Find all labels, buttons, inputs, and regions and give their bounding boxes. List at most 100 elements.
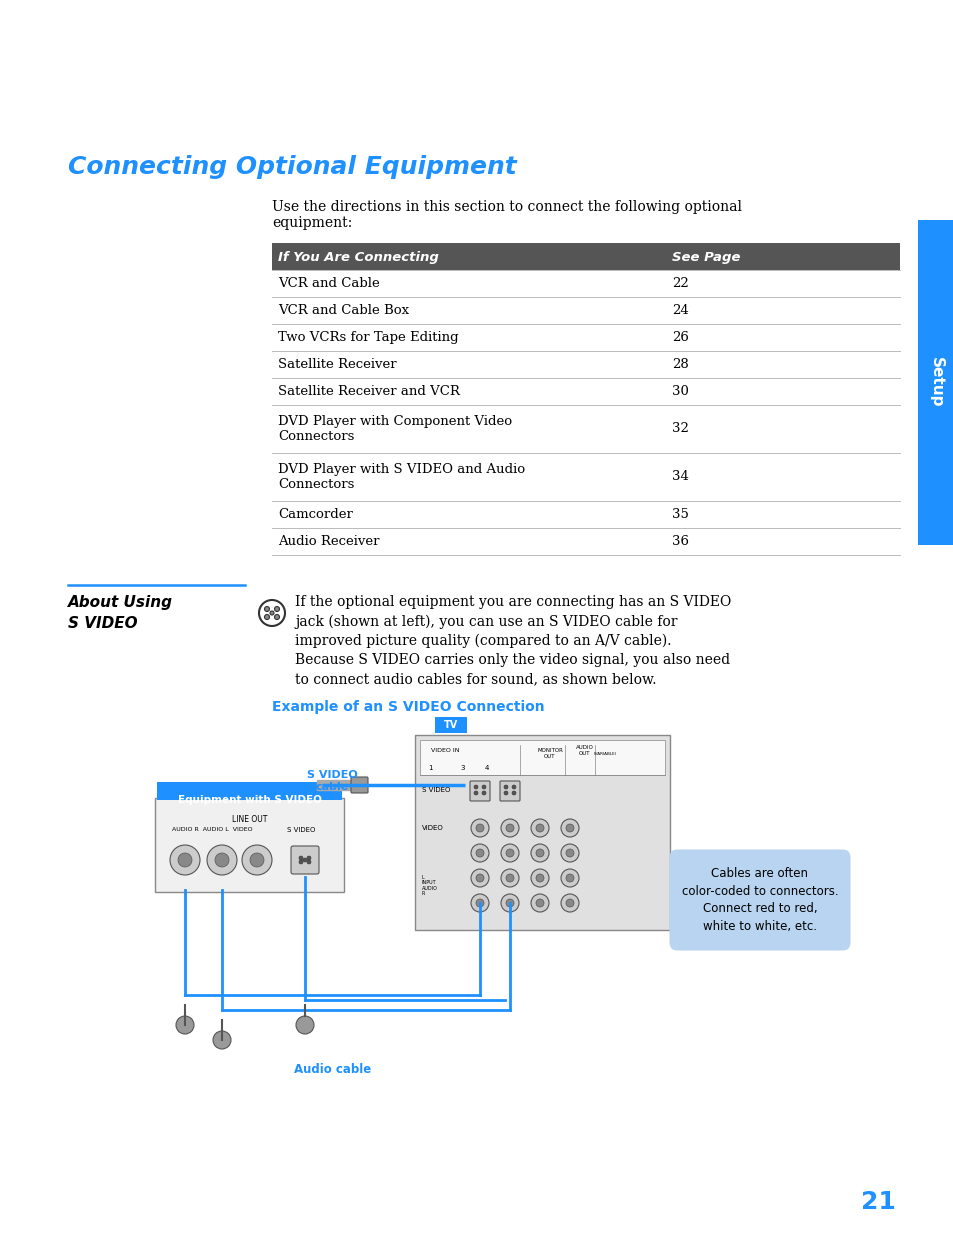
- Circle shape: [476, 899, 483, 906]
- Circle shape: [531, 869, 548, 887]
- Circle shape: [500, 844, 518, 862]
- Circle shape: [531, 844, 548, 862]
- Text: About Using
S VIDEO: About Using S VIDEO: [68, 595, 172, 631]
- Circle shape: [213, 1031, 231, 1049]
- Circle shape: [536, 899, 543, 906]
- Text: S VIDEO: S VIDEO: [287, 827, 315, 832]
- Circle shape: [560, 844, 578, 862]
- Circle shape: [264, 615, 269, 620]
- Text: Example of an S VIDEO Connection: Example of an S VIDEO Connection: [272, 700, 544, 714]
- Circle shape: [536, 874, 543, 882]
- FancyBboxPatch shape: [419, 740, 664, 776]
- Text: Satellite Receiver: Satellite Receiver: [277, 358, 396, 370]
- Text: 32: 32: [671, 422, 688, 436]
- Circle shape: [505, 899, 514, 906]
- FancyBboxPatch shape: [415, 735, 669, 930]
- Circle shape: [512, 785, 516, 789]
- Circle shape: [476, 874, 483, 882]
- Text: LINE OUT: LINE OUT: [232, 815, 267, 824]
- Text: 34: 34: [671, 471, 688, 483]
- Text: VCR and Cable: VCR and Cable: [277, 277, 379, 290]
- Circle shape: [560, 819, 578, 837]
- FancyBboxPatch shape: [351, 777, 368, 793]
- FancyBboxPatch shape: [272, 243, 899, 270]
- Circle shape: [565, 899, 574, 906]
- Text: AUDIO
OUT: AUDIO OUT: [576, 745, 594, 756]
- FancyBboxPatch shape: [669, 850, 850, 951]
- Text: 22: 22: [671, 277, 688, 290]
- Circle shape: [505, 824, 514, 832]
- Text: AUDIO R  AUDIO L  VIDEO: AUDIO R AUDIO L VIDEO: [172, 827, 253, 832]
- Circle shape: [565, 824, 574, 832]
- Text: DVD Player with Component Video
Connectors: DVD Player with Component Video Connecto…: [277, 415, 512, 443]
- Text: S VIDEO: S VIDEO: [421, 787, 450, 793]
- Circle shape: [531, 819, 548, 837]
- Circle shape: [270, 611, 274, 615]
- Circle shape: [481, 785, 485, 789]
- Text: 1: 1: [428, 764, 432, 771]
- Circle shape: [476, 824, 483, 832]
- Circle shape: [471, 819, 489, 837]
- Text: 36: 36: [671, 535, 688, 548]
- Text: VIDEO: VIDEO: [421, 825, 443, 831]
- Circle shape: [481, 790, 485, 795]
- Text: Equipment with S VIDEO: Equipment with S VIDEO: [177, 795, 321, 805]
- Circle shape: [214, 853, 229, 867]
- Text: 30: 30: [671, 385, 688, 398]
- Text: L
INPUT
AUDIO
R: L INPUT AUDIO R: [421, 876, 437, 897]
- Circle shape: [170, 845, 200, 876]
- Text: TV: TV: [443, 720, 457, 730]
- Circle shape: [500, 869, 518, 887]
- Text: DVD Player with S VIDEO and Audio
Connectors: DVD Player with S VIDEO and Audio Connec…: [277, 462, 524, 492]
- Circle shape: [505, 848, 514, 857]
- Circle shape: [274, 606, 279, 611]
- Circle shape: [565, 874, 574, 882]
- Circle shape: [500, 894, 518, 911]
- Text: 28: 28: [671, 358, 688, 370]
- Text: Camcorder: Camcorder: [277, 508, 353, 521]
- Circle shape: [274, 615, 279, 620]
- Text: Satellite Receiver and VCR: Satellite Receiver and VCR: [277, 385, 459, 398]
- Text: 21: 21: [860, 1191, 895, 1214]
- Circle shape: [178, 853, 192, 867]
- Text: VCR and Cable Box: VCR and Cable Box: [277, 304, 409, 317]
- Text: If the optional equipment you are connecting has an S VIDEO
jack (shown at left): If the optional equipment you are connec…: [294, 595, 731, 685]
- Circle shape: [531, 894, 548, 911]
- Text: 26: 26: [671, 331, 688, 345]
- Text: Cables are often
color-coded to connectors.
Connect red to red,
white to white, : Cables are often color-coded to connecto…: [681, 867, 838, 932]
- FancyBboxPatch shape: [435, 718, 467, 734]
- Circle shape: [505, 874, 514, 882]
- Circle shape: [560, 894, 578, 911]
- Circle shape: [565, 848, 574, 857]
- Circle shape: [474, 785, 477, 789]
- Circle shape: [250, 853, 264, 867]
- Text: 4: 4: [484, 764, 489, 771]
- Circle shape: [512, 790, 516, 795]
- Circle shape: [536, 824, 543, 832]
- Circle shape: [307, 856, 311, 860]
- Text: Audio cable: Audio cable: [294, 1063, 371, 1076]
- Text: Setup: Setup: [927, 357, 943, 408]
- Text: Use the directions in this section to connect the following optional
equipment:: Use the directions in this section to co…: [272, 200, 741, 230]
- Circle shape: [471, 869, 489, 887]
- FancyBboxPatch shape: [157, 782, 341, 800]
- FancyBboxPatch shape: [499, 781, 519, 802]
- Text: 24: 24: [671, 304, 688, 317]
- FancyBboxPatch shape: [291, 846, 318, 874]
- Text: (VARIABLE): (VARIABLE): [593, 752, 616, 756]
- Circle shape: [471, 894, 489, 911]
- Text: 3: 3: [459, 764, 464, 771]
- Circle shape: [264, 606, 269, 611]
- Circle shape: [242, 845, 272, 876]
- Text: Two VCRs for Tape Editing: Two VCRs for Tape Editing: [277, 331, 458, 345]
- Circle shape: [303, 858, 307, 862]
- FancyBboxPatch shape: [154, 798, 344, 892]
- Circle shape: [295, 1016, 314, 1034]
- Circle shape: [503, 790, 507, 795]
- Text: If You Are Connecting: If You Are Connecting: [277, 251, 438, 264]
- Circle shape: [471, 844, 489, 862]
- Text: Audio Receiver: Audio Receiver: [277, 535, 379, 548]
- Text: 35: 35: [671, 508, 688, 521]
- Text: VIDEO IN: VIDEO IN: [431, 748, 458, 753]
- FancyBboxPatch shape: [470, 781, 490, 802]
